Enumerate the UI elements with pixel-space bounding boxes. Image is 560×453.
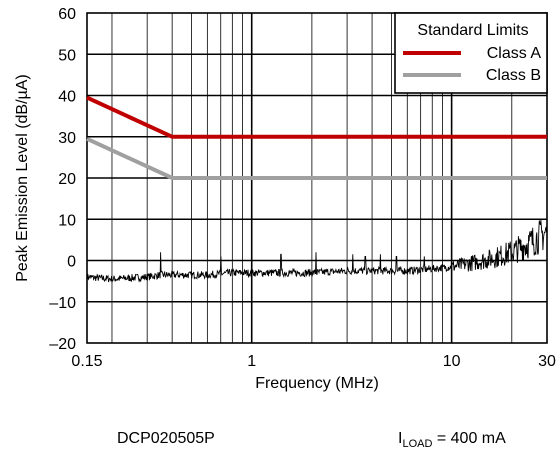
load-subscript: LOAD — [402, 438, 433, 450]
legend-label-class-a: Class A — [487, 45, 542, 62]
y-tick-label: 30 — [58, 130, 76, 147]
y-tick-label: –20 — [49, 336, 76, 353]
emission-trace — [86, 220, 548, 283]
x-tick-label: 1 — [247, 353, 256, 370]
legend-label-class-b: Class B — [486, 67, 541, 84]
y-tick-label: 10 — [58, 212, 76, 229]
y-tick-label: –10 — [49, 295, 76, 312]
y-axis-title: Peak Emission Level (dB/µA) — [14, 74, 31, 282]
x-tick-label: 0.15 — [71, 353, 102, 370]
x-tick-label: 30 — [538, 353, 556, 370]
y-tick-label: 60 — [58, 6, 76, 23]
y-tick-label: 20 — [58, 171, 76, 188]
y-tick-label: 50 — [58, 47, 76, 64]
legend-box — [394, 12, 548, 94]
class-a-limit-line — [86, 95, 547, 139]
y-tick-label: 0 — [67, 254, 76, 271]
part-number: DCP020505P — [117, 430, 215, 447]
legend-title: Standard Limits — [417, 22, 528, 39]
x-tick-label: 10 — [443, 353, 461, 370]
load-value: = 400 mA — [432, 430, 506, 447]
class-b-limit-line — [86, 136, 547, 180]
load-symbol: I — [398, 430, 403, 447]
y-tick-label: 40 — [58, 89, 76, 106]
load-condition: ILOAD = 400 mA — [398, 430, 506, 450]
x-axis-title: Frequency (MHz) — [255, 375, 379, 392]
